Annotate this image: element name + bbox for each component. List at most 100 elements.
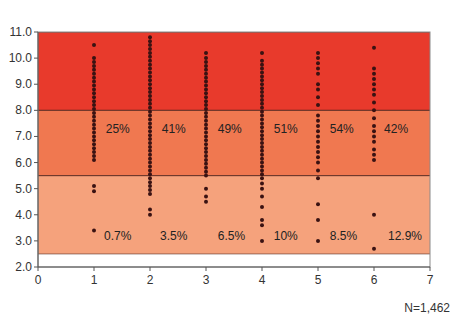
x-tick-label: 1: [91, 273, 98, 287]
y-tick: [34, 84, 38, 85]
point: [204, 115, 208, 119]
point: [260, 125, 264, 129]
point: [260, 121, 264, 125]
point: [92, 80, 96, 84]
point: [372, 87, 376, 91]
point: [92, 150, 96, 154]
point: [204, 150, 208, 154]
percent-annotation: 49%: [218, 122, 242, 136]
y-tick: [34, 136, 38, 137]
point: [148, 164, 152, 168]
percent-annotation: 51%: [274, 122, 298, 136]
point: [316, 150, 320, 154]
point: [204, 107, 208, 111]
point: [204, 134, 208, 138]
point: [260, 63, 264, 67]
point: [372, 72, 376, 76]
point: [372, 101, 376, 105]
point: [92, 189, 96, 193]
point: [148, 55, 152, 59]
point: [372, 140, 376, 144]
band: [38, 110, 430, 175]
point: [316, 95, 320, 99]
percent-annotation: 42%: [384, 122, 408, 136]
point: [260, 82, 264, 86]
y-tick-label: 6.0: [15, 156, 32, 170]
point: [204, 60, 208, 64]
point: [204, 187, 208, 191]
x-tick: [150, 267, 151, 271]
point: [372, 124, 376, 128]
point: [148, 43, 152, 47]
point: [92, 154, 96, 158]
point: [316, 119, 320, 123]
point: [92, 107, 96, 111]
point: [204, 76, 208, 80]
point: [316, 129, 320, 133]
point: [372, 129, 376, 133]
point: [372, 247, 376, 251]
percent-annotation: 10%: [274, 229, 298, 243]
x-tick: [38, 267, 39, 271]
point: [148, 149, 152, 153]
point: [92, 64, 96, 68]
point: [204, 51, 208, 55]
point: [260, 114, 264, 118]
point: [316, 145, 320, 149]
point: [148, 137, 152, 141]
point: [148, 114, 152, 118]
point: [372, 93, 376, 97]
y-tick-label: 11.0: [10, 25, 33, 39]
point: [204, 127, 208, 131]
point: [148, 125, 152, 129]
x-tick-label: 5: [315, 273, 322, 287]
point: [204, 72, 208, 76]
point: [204, 91, 208, 95]
x-tick: [374, 267, 375, 271]
series: [92, 35, 376, 251]
point: [316, 134, 320, 138]
point: [260, 106, 264, 110]
point: [148, 129, 152, 133]
point: [316, 51, 320, 55]
y-tick-label: 3.0: [15, 234, 32, 248]
point: [148, 82, 152, 86]
point: [204, 87, 208, 91]
point: [260, 59, 264, 63]
point: [204, 64, 208, 68]
point: [204, 103, 208, 107]
percent-annotation: 8.5%: [330, 229, 358, 243]
point: [148, 168, 152, 172]
y-tick: [34, 162, 38, 163]
y-tick: [34, 267, 38, 268]
point: [204, 142, 208, 146]
point: [204, 119, 208, 123]
percent-annotation: 6.5%: [218, 229, 246, 243]
point: [316, 239, 320, 243]
point: [148, 141, 152, 145]
point: [316, 56, 320, 60]
point: [260, 181, 264, 185]
point: [148, 98, 152, 102]
y-tick: [34, 32, 38, 33]
point: [204, 162, 208, 166]
point: [92, 115, 96, 119]
x-axis-line: [38, 267, 430, 268]
point: [260, 67, 264, 71]
point: [260, 168, 264, 172]
point: [92, 84, 96, 88]
point: [260, 70, 264, 74]
point: [148, 157, 152, 161]
point: [92, 142, 96, 146]
point: [148, 176, 152, 180]
band-boundary: [38, 110, 430, 111]
y-tick: [34, 214, 38, 215]
x-tick-label: 2: [147, 273, 154, 287]
point: [316, 202, 320, 206]
point: [316, 82, 320, 86]
point: [92, 146, 96, 150]
point: [148, 117, 152, 121]
point: [260, 149, 264, 153]
point: [92, 95, 96, 99]
point: [260, 172, 264, 176]
